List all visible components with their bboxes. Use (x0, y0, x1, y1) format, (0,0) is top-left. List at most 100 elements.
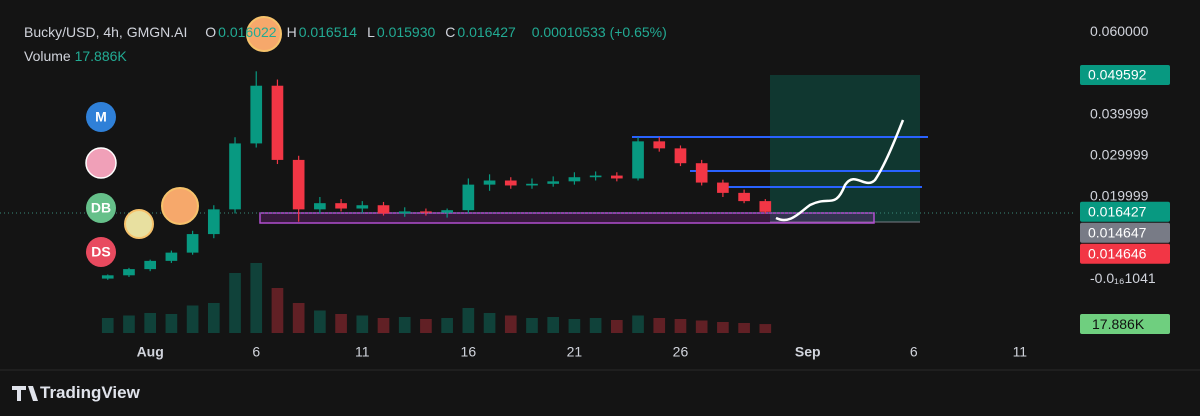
price-tag-label: 0.014647 (1088, 224, 1147, 240)
x-tick-label: 6 (910, 344, 918, 360)
price-tag-label: 0.016427 (1088, 203, 1147, 219)
avatar-icon[interactable] (124, 209, 154, 239)
volume-bar (653, 318, 666, 333)
ohlc-value: 0.016514 (298, 24, 358, 40)
volume-legend: Volume 17.886K (24, 48, 127, 64)
brand-logo (12, 386, 38, 401)
target-zone (770, 75, 920, 222)
ohlc-label: H (286, 24, 297, 40)
candle-body (547, 181, 560, 184)
marker-letter: DS (91, 244, 110, 260)
candle-body (271, 85, 284, 160)
avatar-icon[interactable] (85, 147, 117, 179)
volume-bar (589, 318, 602, 333)
candle-body (186, 234, 199, 253)
volume-bar (526, 318, 538, 333)
volume-bar (271, 288, 284, 333)
volume-bar (186, 305, 199, 333)
marker-badge[interactable] (86, 102, 116, 132)
candle-body (462, 184, 475, 211)
candle-body (229, 143, 241, 210)
ohlc-label: C (445, 24, 456, 40)
price-tag (1080, 243, 1170, 264)
volume-bar (441, 318, 453, 333)
volume-bar (462, 308, 475, 333)
candle-body (759, 201, 772, 212)
price-tag-label: 0.049592 (1088, 67, 1147, 83)
legend-header: Bucky/USD, 4h, GMGN.AI O 0.016022 H 0.01651… (24, 24, 669, 40)
candle-body (589, 175, 602, 178)
candle-body (123, 269, 135, 276)
volume-bar (483, 313, 496, 333)
candle-body (738, 192, 750, 202)
volume-value: 17.886K (74, 48, 127, 64)
avatar-icon[interactable] (161, 187, 199, 225)
candle-body (207, 209, 220, 235)
volume-bar (101, 318, 114, 333)
volume-bar (695, 320, 708, 333)
x-tick-label: Sep (795, 344, 821, 360)
candle-body (101, 275, 114, 279)
candle-body (144, 260, 157, 270)
candle-body (568, 177, 581, 182)
volume-bar (377, 318, 390, 333)
candle-body (398, 211, 411, 214)
candle-body (610, 175, 623, 179)
ohlc-value: 0.015930 (376, 24, 436, 40)
price-tag (1080, 65, 1170, 86)
candle-body (695, 163, 708, 183)
volume-bar (717, 322, 729, 333)
marker-badge[interactable] (86, 193, 116, 223)
support-box (259, 212, 875, 224)
volume-tag (1080, 314, 1170, 335)
y-tick-label: 0.060000 (1090, 23, 1149, 39)
volume-bar (610, 320, 623, 333)
marker-letter: M (95, 109, 107, 125)
volume-bar (165, 314, 178, 333)
candle-body (653, 141, 666, 149)
volume-bar (547, 317, 560, 333)
volume-bar (504, 315, 517, 333)
volume-tag-label: 17.886K (1092, 316, 1145, 332)
volume-bar (398, 317, 411, 333)
y-tick-label: -0.0₁₆1041 (1090, 270, 1156, 286)
candle-body (314, 203, 326, 210)
candle-body (483, 180, 496, 185)
candle-body (250, 85, 263, 144)
ohlc-label: O (205, 24, 217, 40)
candle-body (441, 210, 453, 213)
candle-body (526, 183, 538, 186)
candle-body (717, 182, 729, 193)
volume-bar (335, 314, 347, 333)
candle-body (356, 205, 369, 209)
price-tag (1080, 201, 1170, 222)
ohlc-value: 0.016427 (457, 24, 516, 40)
price-tag (1080, 222, 1170, 243)
marker-letter: DB (91, 200, 111, 216)
volume-bar (229, 273, 241, 333)
price-tag-label: 0.014646 (1088, 245, 1147, 261)
volume-bar (314, 310, 326, 333)
volume-bar (759, 324, 772, 333)
volume-bar (250, 263, 263, 333)
volume-bar (123, 315, 135, 333)
candle-body (420, 211, 432, 213)
volume-bar (738, 323, 750, 333)
volume-bar (632, 315, 644, 333)
candle-body (165, 252, 178, 261)
y-tick-label: 0.039999 (1090, 105, 1149, 121)
avatar-icon[interactable] (246, 16, 282, 52)
candle-body (632, 141, 644, 179)
volume-bar (420, 319, 432, 333)
symbol-title: Bucky/USD, 4h, GMGN.AI (24, 24, 188, 40)
x-tick-label: 6 (252, 344, 260, 360)
ohlc-label: L (367, 24, 375, 40)
volume-bar (568, 319, 581, 333)
x-tick-label: 21 (567, 344, 583, 360)
volume-bar (356, 315, 369, 333)
x-tick-label: 11 (355, 344, 370, 360)
volume-bar (207, 303, 220, 333)
ohlc-value: 0.016022 (218, 24, 277, 40)
marker-badge[interactable] (86, 237, 116, 267)
